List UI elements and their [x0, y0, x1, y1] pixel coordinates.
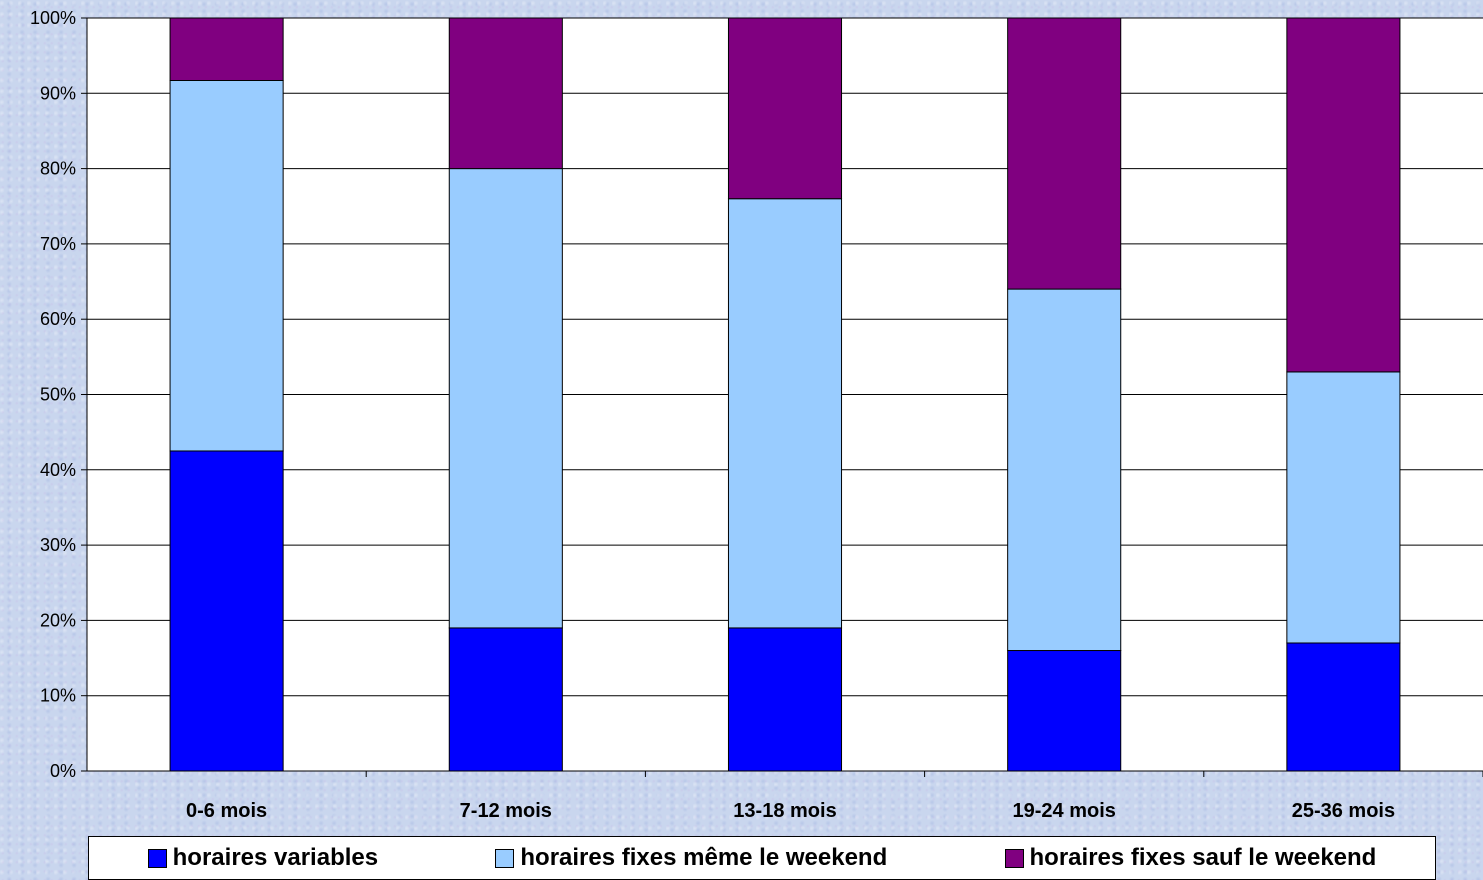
legend-item-variables: horaires variables — [147, 844, 379, 872]
bar-segment — [448, 17, 563, 170]
legend-swatch — [1004, 848, 1024, 868]
bars — [169, 17, 1401, 772]
legend: horaires variables horaires fixes même l… — [88, 836, 1436, 880]
legend-label: horaires fixes sauf le weekend — [1029, 844, 1377, 871]
bar-segment — [1007, 288, 1122, 652]
legend-swatch — [495, 848, 515, 868]
y-tick-label: 20% — [40, 610, 76, 630]
stacked-bar-chart: 0% 10% 20% 30% 40% 50% 60% 70% 80% 90% 100% 0-6 mo… — [30, 8, 1483, 822]
y-tick-label: 40% — [40, 460, 76, 480]
x-axis-ticks: 0-6 mois 7-12 mois 13-18 mois 19-24 mois 25-… — [186, 771, 1483, 822]
y-tick-label: 80% — [40, 159, 76, 179]
bar-segment — [727, 17, 843, 200]
y-tick-label: 100% — [30, 8, 76, 28]
y-tick-label: 10% — [40, 686, 76, 706]
bar-segment — [1007, 17, 1122, 290]
bar-segment — [448, 627, 563, 772]
y-tick-label: 0% — [50, 761, 76, 781]
bar-segment — [169, 79, 284, 452]
x-category-label: 13-18 mois — [733, 800, 836, 822]
y-tick-label: 50% — [40, 385, 76, 405]
legend-swatch — [147, 848, 167, 868]
bar-segment — [727, 627, 843, 772]
bar-segment — [1286, 371, 1401, 644]
bar-segment — [1007, 650, 1122, 772]
bar-segment — [727, 198, 843, 629]
y-tick-label: 70% — [40, 234, 76, 254]
legend-item-fixes-sauf-weekend: horaires fixes sauf le weekend — [1004, 844, 1377, 872]
y-tick-label: 30% — [40, 535, 76, 555]
y-tick-label: 90% — [40, 83, 76, 103]
legend-item-fixes-meme-weekend: horaires fixes même le weekend — [495, 844, 887, 872]
bar-segment — [448, 168, 563, 629]
x-category-label: 7-12 mois — [460, 800, 552, 822]
bar-segment — [1286, 17, 1401, 373]
x-category-label: 0-6 mois — [186, 800, 267, 822]
y-axis-ticks: 0% 10% 20% 30% 40% 50% 60% 70% 80% 90% 100% — [30, 8, 87, 781]
y-tick-label: 60% — [40, 309, 76, 329]
x-category-label: 19-24 mois — [1013, 800, 1116, 822]
bar-segment — [169, 17, 284, 81]
bar-segment — [1286, 642, 1401, 772]
x-category-label: 25-36 mois — [1292, 800, 1395, 822]
bar-segment — [169, 450, 284, 772]
legend-label: horaires fixes même le weekend — [520, 844, 888, 871]
legend-label: horaires variables — [172, 844, 379, 871]
